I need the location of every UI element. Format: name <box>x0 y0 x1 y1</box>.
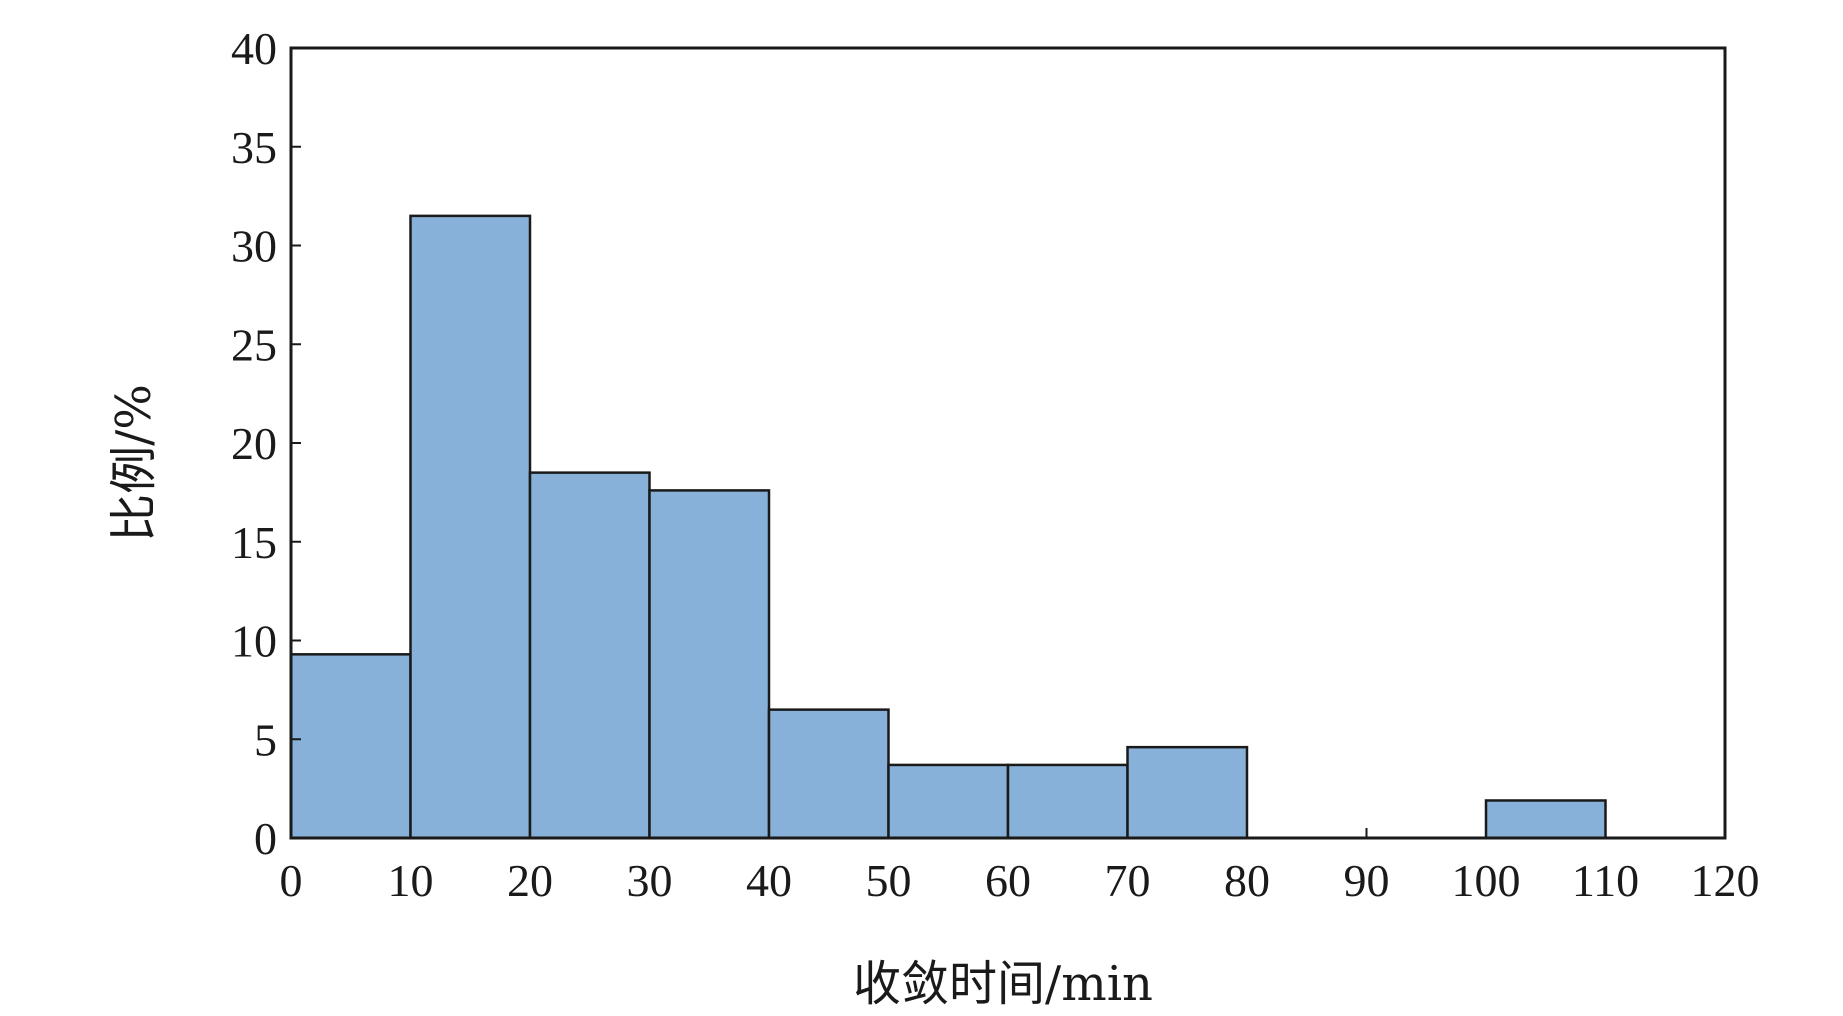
x-tick-labels: 0 10 20 30 40 50 60 70 80 90 100 110 120 <box>280 855 1760 906</box>
plot-frame <box>289 46 1727 840</box>
y-tick-label-30: 30 <box>231 221 277 272</box>
bars-group <box>289 214 1607 840</box>
y-tick-label-25: 25 <box>231 319 277 370</box>
x-tick-label-90: 90 <box>1344 855 1390 906</box>
x-tick-label-40: 40 <box>746 855 792 906</box>
histogram-bar-30-40 <box>648 489 771 840</box>
y-axis-title: 比例/% <box>106 384 162 542</box>
x-tick-label-0: 0 <box>280 855 303 906</box>
x-tick-label-50: 50 <box>866 855 912 906</box>
histogram-bar-100-110 <box>1484 799 1607 840</box>
histogram-bar-10-20 <box>409 214 532 840</box>
x-axis-title: 收敛时间/min <box>853 956 1153 1012</box>
x-tick-label-30: 30 <box>627 855 673 906</box>
y-tick-label-0: 0 <box>254 813 277 864</box>
histogram-bar-50-60 <box>887 763 1010 840</box>
y-tick-label-35: 35 <box>231 122 277 173</box>
x-tick-label-100: 100 <box>1452 855 1521 906</box>
y-tick-label-10: 10 <box>231 616 277 667</box>
histogram-bar-70-80 <box>1126 745 1249 840</box>
x-tick-label-70: 70 <box>1105 855 1151 906</box>
x-tick-label-120: 120 <box>1691 855 1760 906</box>
histogram-bar-20-30 <box>528 471 651 840</box>
y-tick-label-15: 15 <box>231 517 277 568</box>
x-tick-label-20: 20 <box>507 855 553 906</box>
histogram-bar-60-70 <box>1006 763 1129 840</box>
histogram-bar-0-10 <box>289 653 412 840</box>
histogram-bar-40-50 <box>767 708 890 840</box>
x-tick-label-60: 60 <box>985 855 1031 906</box>
y-tick-label-20: 20 <box>231 418 277 469</box>
x-tick-label-80: 80 <box>1224 855 1270 906</box>
x-tick-label-10: 10 <box>388 855 434 906</box>
y-tick-labels: 0 5 10 15 20 25 30 35 40 <box>231 23 277 864</box>
y-tick-label-5: 5 <box>254 714 277 765</box>
y-tick-label-40: 40 <box>231 23 277 74</box>
x-tick-label-110: 110 <box>1572 855 1639 906</box>
